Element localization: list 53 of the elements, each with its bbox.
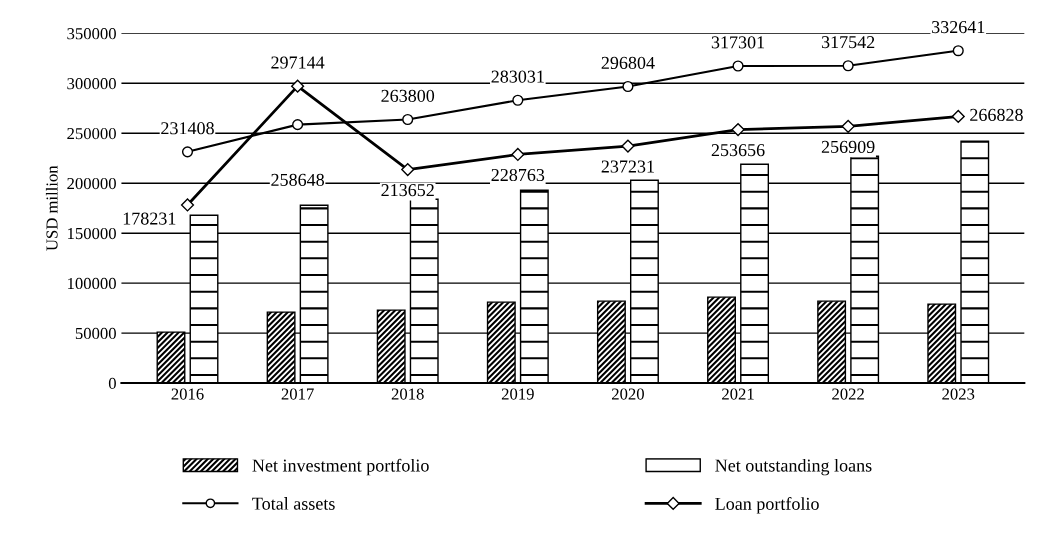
y-tick-label: 0 <box>108 377 116 389</box>
x-tick-label: 2023 <box>942 388 975 400</box>
y-tick-label: 200000 <box>67 177 116 190</box>
x-tick-label: 2018 <box>391 388 424 400</box>
point <box>512 94 524 106</box>
x-tick-label: 2020 <box>612 388 644 400</box>
legend-label: Loan portfolio <box>715 497 819 514</box>
data-label: 253656 <box>711 144 765 157</box>
y-tick-label: 300000 <box>67 78 116 90</box>
legend-label: Net investment portfolio <box>252 458 429 476</box>
data-label: 332641 <box>932 21 985 34</box>
point <box>952 45 964 57</box>
data-label: 213652 <box>381 184 434 197</box>
x-tick-label: 2017 <box>281 388 314 400</box>
legend-label: Net outstanding loans <box>715 458 872 476</box>
point <box>180 198 195 212</box>
point <box>292 119 304 131</box>
data-label: 297144 <box>271 56 325 69</box>
data-label: 317301 <box>711 36 765 49</box>
data-label: 266828 <box>970 108 1023 121</box>
legend-label: Total assets <box>252 497 335 510</box>
point <box>731 123 745 137</box>
x-tick-label: 2016 <box>171 388 204 400</box>
y-tick-label: 50000 <box>75 327 116 340</box>
data-label: 263800 <box>381 89 435 102</box>
point <box>181 146 194 158</box>
data-label: 317542 <box>821 36 875 49</box>
x-tick-label: 2022 <box>832 388 864 400</box>
data-label: 258648 <box>271 173 325 186</box>
data-label: 296804 <box>601 56 655 69</box>
point <box>401 162 415 177</box>
data-label: 228763 <box>491 168 545 182</box>
point <box>732 60 744 72</box>
x-tick-label: 2021 <box>722 388 754 400</box>
y-tick-label: 150000 <box>68 227 116 240</box>
point <box>622 80 634 93</box>
data-label: 237231 <box>601 160 654 173</box>
data-label: 178231 <box>123 212 176 225</box>
x-tick-label: 2019 <box>501 388 534 400</box>
point <box>951 109 965 124</box>
point <box>621 139 635 153</box>
point <box>291 79 305 93</box>
y-axis-title: USD million <box>45 165 58 251</box>
y-tick-label: 100000 <box>68 277 116 290</box>
y-tick-label: 350000 <box>67 28 116 40</box>
point <box>841 119 855 133</box>
point <box>842 60 854 72</box>
y-tick-label: 250000 <box>67 127 116 140</box>
data-label: 283031 <box>491 70 544 83</box>
point <box>402 113 414 126</box>
point <box>511 147 525 162</box>
data-label: 231408 <box>161 122 214 135</box>
data-label: 256909 <box>821 140 875 153</box>
